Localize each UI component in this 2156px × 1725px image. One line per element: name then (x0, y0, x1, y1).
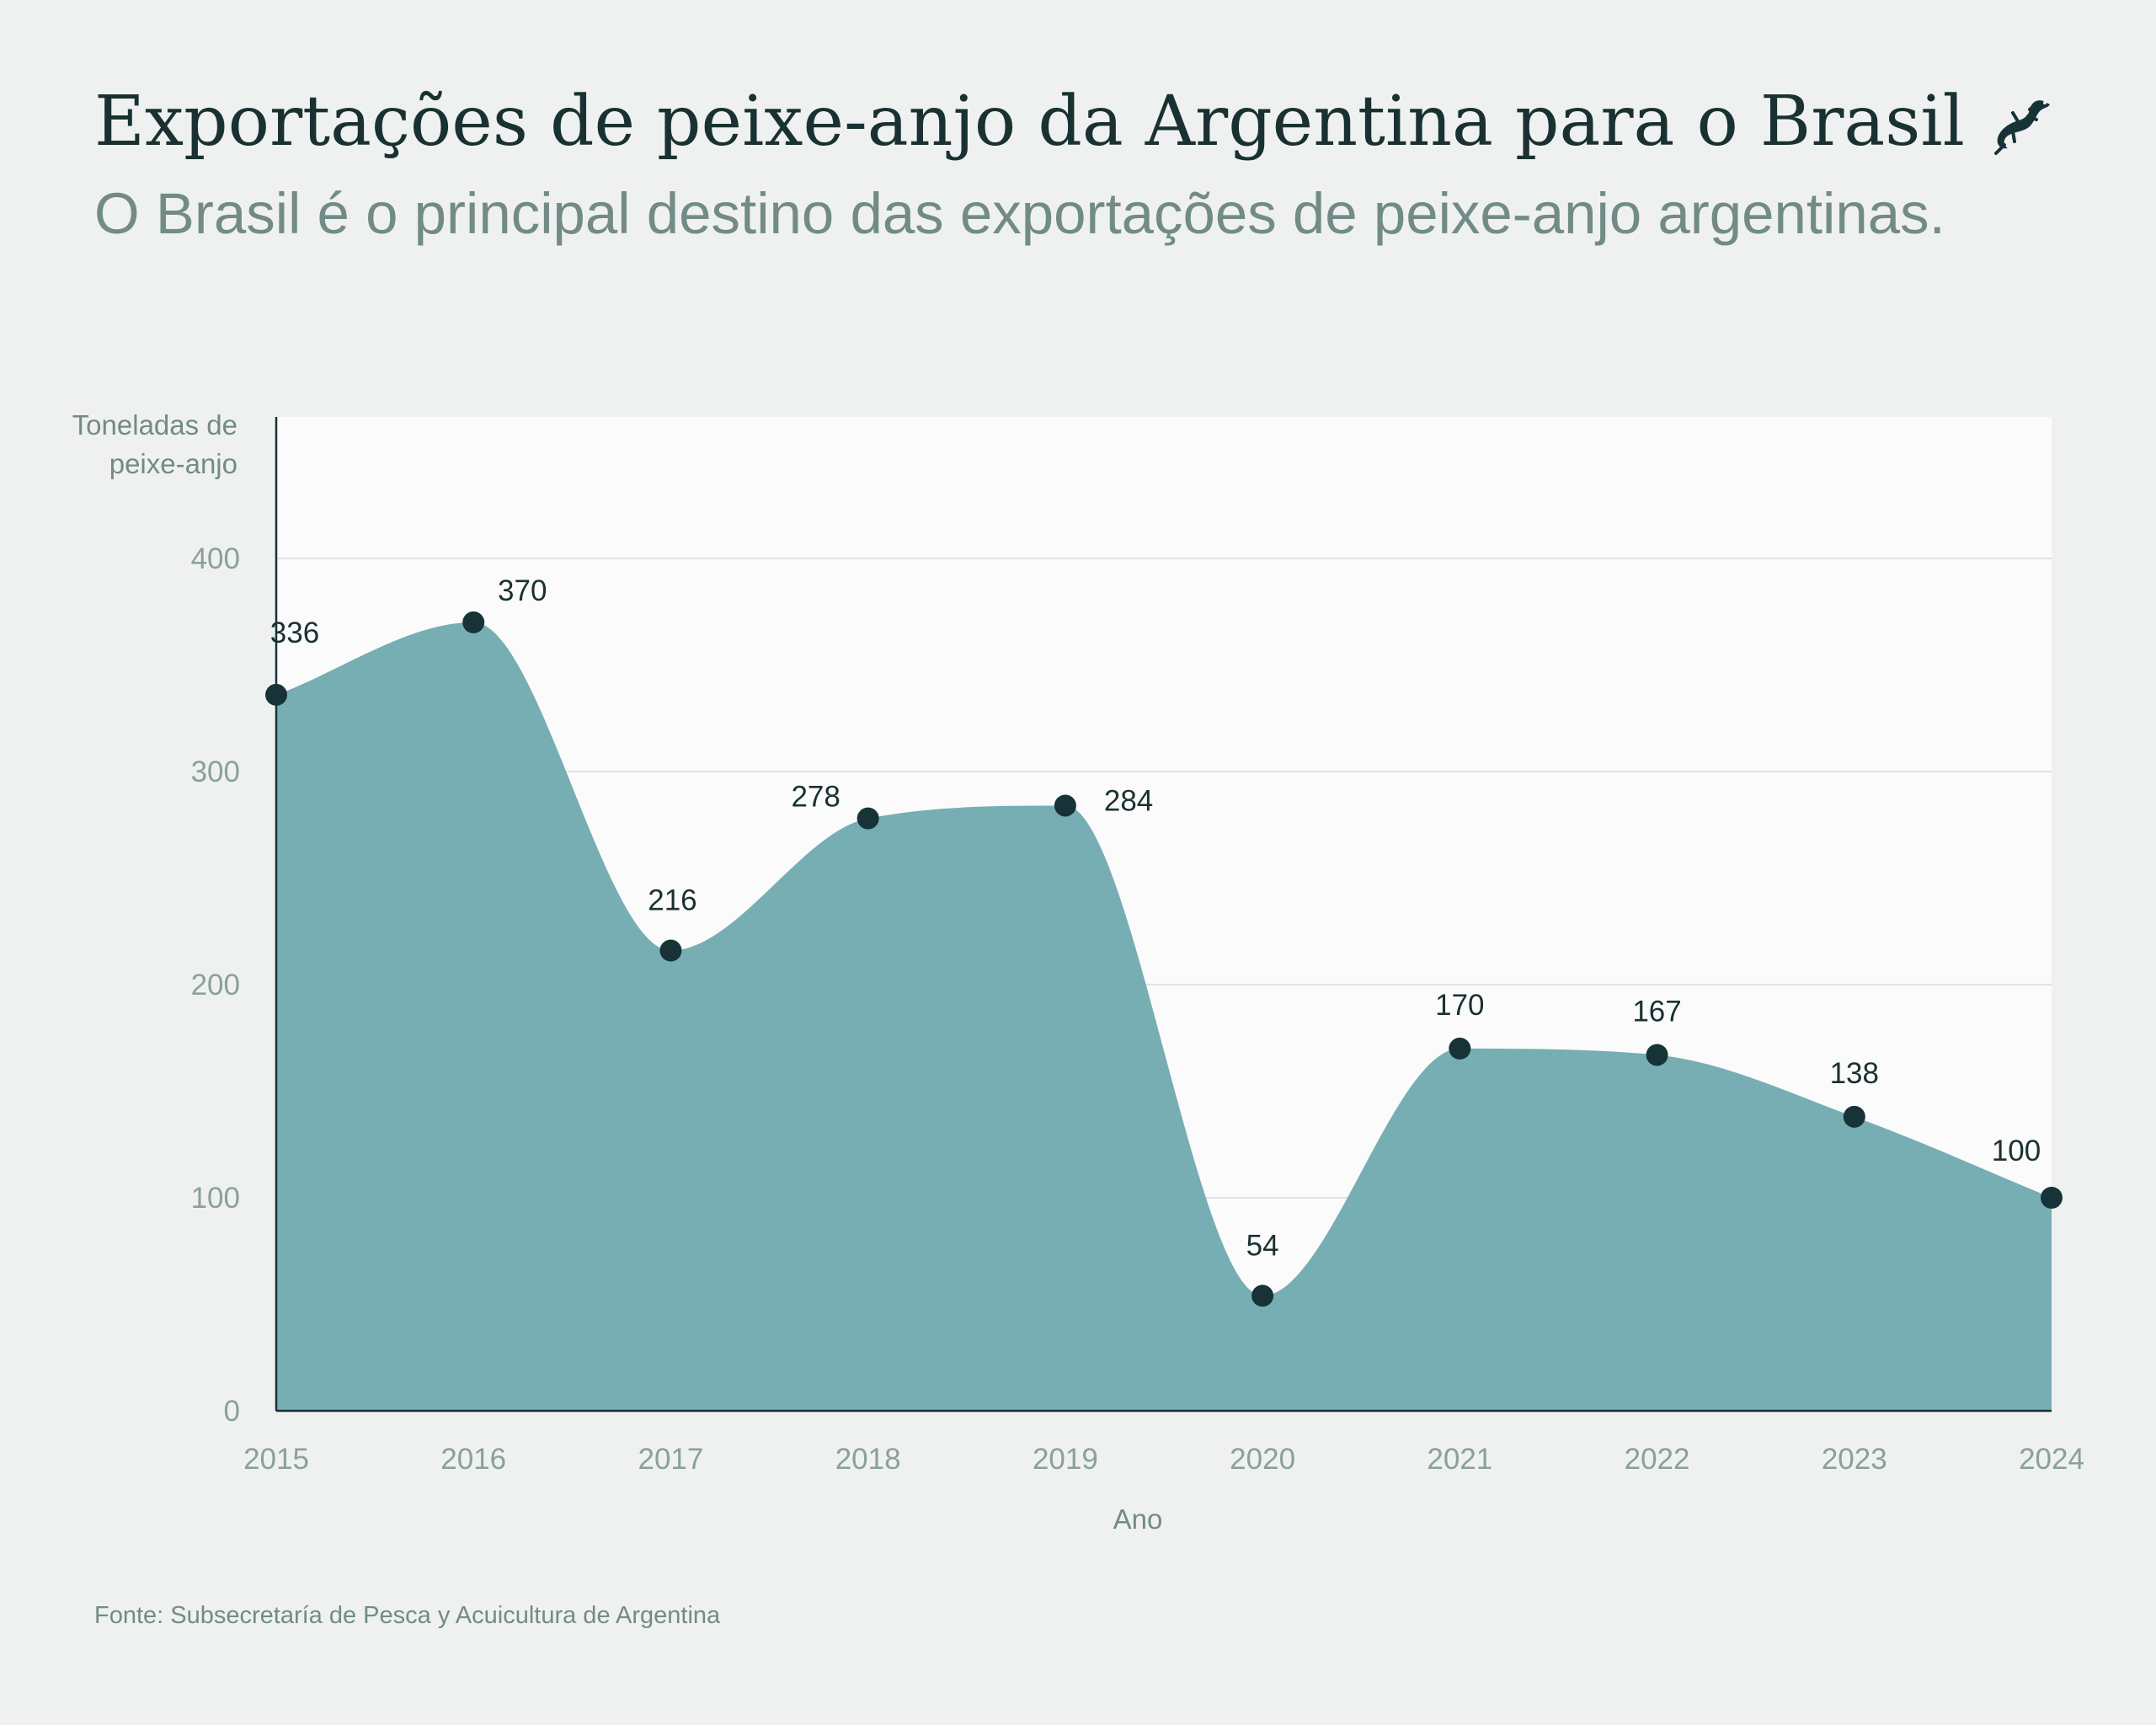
data-point-2018 (857, 807, 879, 830)
x-tick-label-2021: 2021 (1427, 1443, 1492, 1476)
chart-title: Exportações de peixe-anjo da Argentina p… (94, 82, 1965, 162)
data-label-2021: 170 (1435, 989, 1484, 1022)
data-label-2023: 138 (1830, 1057, 1879, 1090)
data-point-2021 (1449, 1037, 1471, 1060)
x-tick-label-2024: 2024 (2019, 1443, 2084, 1476)
x-axis-title: Ano (1113, 1503, 1163, 1535)
x-tick-label-2017: 2017 (638, 1443, 704, 1476)
data-label-2016: 370 (498, 574, 547, 607)
x-tick-label-2022: 2022 (1625, 1443, 1690, 1476)
y-axis-title-line-2: peixe-anjo (109, 448, 237, 479)
data-point-2016 (462, 611, 485, 633)
data-point-2023 (1843, 1105, 1865, 1128)
data-points (265, 611, 2063, 1307)
chart-subtitle: O Brasil é o principal destino das expor… (94, 181, 1945, 246)
y-tick-label-100: 100 (191, 1182, 240, 1215)
x-tick-label-2020: 2020 (1230, 1443, 1295, 1476)
data-point-2017 (659, 939, 682, 962)
lizard-icon (1994, 100, 2050, 155)
x-tick-label-2019: 2019 (1033, 1443, 1098, 1476)
y-tick-label-400: 400 (191, 542, 240, 575)
y-tick-labels: 0 100 200 300 400 (191, 542, 240, 1428)
x-tick-labels: 2015 2016 2017 2018 2019 2020 2021 2022 2023 2024 (243, 1443, 2084, 1476)
y-axis-title-line-1: Toneladas de (72, 409, 237, 441)
data-label-2018: 278 (791, 781, 840, 814)
data-point-2022 (1646, 1044, 1668, 1066)
data-label-2024: 100 (1992, 1135, 2041, 1167)
area-series (276, 622, 2052, 1411)
y-tick-label-0: 0 (224, 1395, 240, 1428)
y-tick-label-200: 200 (191, 969, 240, 1001)
data-point-2024 (2041, 1187, 2063, 1209)
x-tick-label-2023: 2023 (1822, 1443, 1887, 1476)
data-label-2022: 167 (1632, 995, 1681, 1028)
data-labels: 336 370 216 278 284 54 170 167 138 100 (270, 574, 2041, 1262)
data-label-2019: 284 (1104, 784, 1153, 817)
x-tick-label-2015: 2015 (243, 1443, 309, 1476)
data-point-2019 (1054, 794, 1076, 817)
x-tick-label-2016: 2016 (440, 1443, 506, 1476)
y-tick-label-300: 300 (191, 756, 240, 788)
data-point-2015 (265, 683, 287, 706)
data-label-2017: 216 (648, 884, 696, 917)
data-point-2020 (1251, 1284, 1274, 1307)
data-label-2020: 54 (1246, 1229, 1279, 1262)
data-label-2015: 336 (270, 617, 319, 649)
source-note: Fonte: Subsecretaría de Pesca y Acuicult… (94, 1602, 721, 1629)
x-tick-label-2018: 2018 (835, 1443, 901, 1476)
